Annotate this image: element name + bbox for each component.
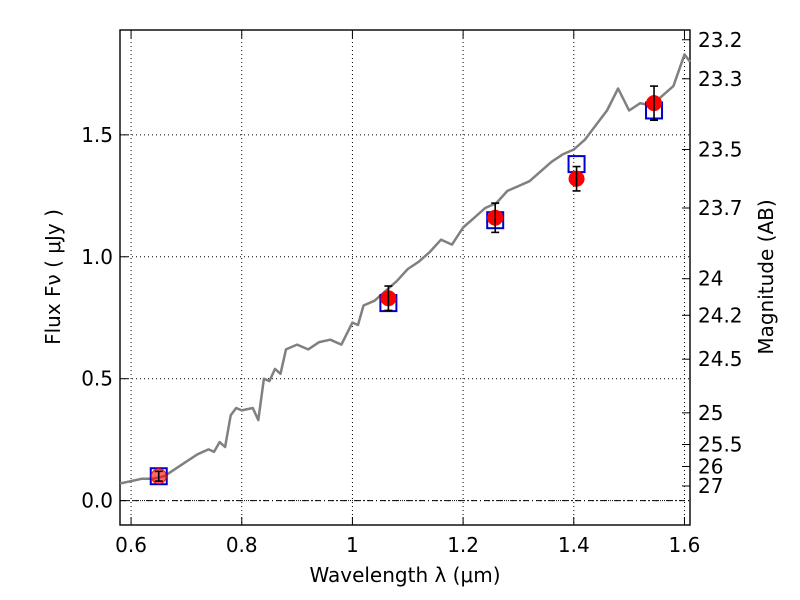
y-tick-label: 0.5 bbox=[81, 367, 113, 391]
y-axis-label: Flux Fν ( μJy ) bbox=[41, 209, 65, 345]
plot-frame bbox=[119, 29, 691, 526]
y-tick-label: 1.0 bbox=[81, 245, 113, 269]
right-tick-label: 25.5 bbox=[698, 433, 743, 457]
x-axis-label: Wavelength λ (μm) bbox=[309, 563, 500, 587]
right-tick-label: 26 bbox=[698, 454, 723, 478]
right-tick-label: 23.3 bbox=[698, 67, 743, 91]
right-tick-label: 24.2 bbox=[698, 303, 743, 327]
right-tick-label: 23.2 bbox=[698, 28, 743, 52]
x-tick-label: 1.2 bbox=[447, 533, 479, 557]
ticks: 0.6 0.8 1 1.2 1.4 1.6 0.0 0.5 1.0 1.5 23.2 23.3 23.5… bbox=[81, 28, 742, 557]
right-tick-label: 23.5 bbox=[698, 137, 743, 161]
spectrum-line bbox=[119, 53, 691, 485]
x-tick-label: 1 bbox=[346, 533, 359, 557]
x-tick-label: 0.6 bbox=[115, 533, 147, 557]
x-tick-label: 0.8 bbox=[226, 533, 258, 557]
right-tick-label: 24.5 bbox=[698, 347, 743, 371]
y-tick-label: 0.0 bbox=[81, 489, 113, 513]
right-tick-label: 25 bbox=[698, 401, 723, 425]
right-tick-label: 23.7 bbox=[698, 196, 743, 220]
right-axis-label: Magnitude (AB) bbox=[754, 199, 778, 354]
right-tick-label: 24 bbox=[698, 267, 723, 291]
x-tick-label: 1.4 bbox=[558, 533, 590, 557]
y-tick-label: 1.5 bbox=[81, 123, 113, 147]
grid bbox=[120, 30, 690, 525]
series bbox=[119, 53, 691, 486]
right-tick-label: 27 bbox=[698, 474, 723, 498]
x-tick-label: 1.6 bbox=[669, 533, 701, 557]
